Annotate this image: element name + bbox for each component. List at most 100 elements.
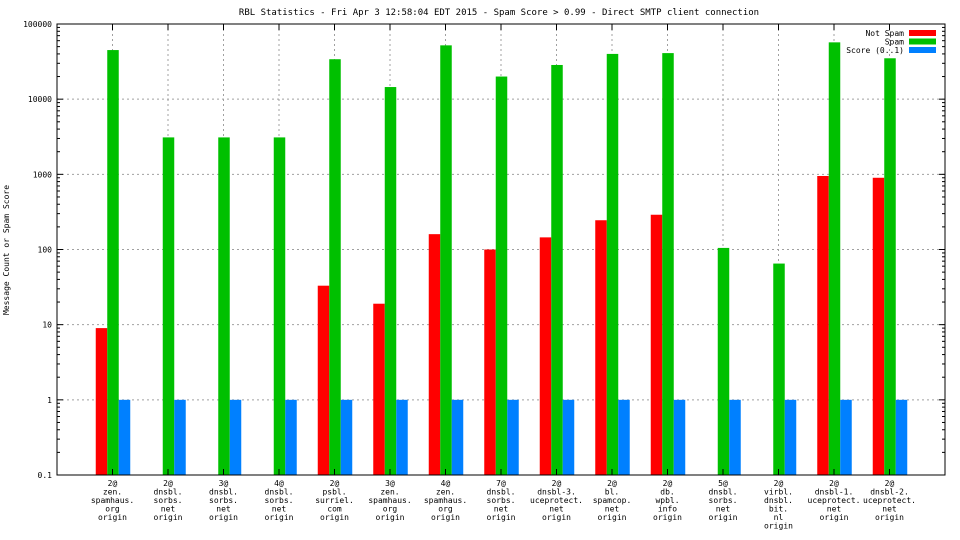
x-category-label: dnsbl-1. [815, 488, 854, 497]
x-category-label: net [716, 505, 731, 514]
x-category-label: com [327, 505, 342, 514]
bar-score-0-1 [895, 399, 908, 475]
x-category-label: net [216, 505, 231, 514]
x-category-label: 2@ [330, 479, 340, 488]
bar-not-spam [95, 328, 108, 475]
legend-label: Not Spam [865, 29, 904, 38]
bar-score-0-1 [340, 399, 353, 475]
x-category-label: 2@ [607, 479, 617, 488]
bar-spam [662, 53, 674, 476]
y-tick-label: 1 [47, 396, 52, 405]
x-category-label: bit. [769, 505, 788, 514]
bar-score-0-1 [784, 399, 797, 475]
bar-score-0-1 [118, 399, 131, 475]
x-category-label: net [882, 505, 897, 514]
bar-spam [606, 53, 619, 475]
y-tick-label: 1000 [33, 170, 52, 179]
x-category-label: zen. [380, 488, 399, 497]
x-category-label: origin [542, 513, 571, 522]
bar-not-spam [539, 237, 552, 475]
x-category-label: dnsbl. [154, 488, 183, 497]
x-category-label: origin [320, 513, 349, 522]
x-category-label: 3@ [219, 479, 229, 488]
bar-spam [551, 64, 563, 476]
x-category-label: 2@ [885, 479, 895, 488]
x-category-label: origin [431, 513, 460, 522]
x-category-label: net [605, 505, 620, 514]
y-tick-label: 0.1 [38, 471, 53, 480]
y-axis-label: Message Count or Spam Score [2, 185, 11, 315]
bar-score-0-1 [174, 399, 186, 475]
bar-not-spam [428, 234, 441, 475]
x-category-label: net [494, 505, 509, 514]
x-category-label: origin [709, 513, 738, 522]
bar-spam [107, 50, 119, 475]
bar-score-0-1 [673, 399, 686, 475]
x-category-label: zen. [103, 488, 122, 497]
x-category-label: spamcop. [593, 496, 632, 505]
bar-score-0-1 [507, 399, 519, 475]
x-category-label: net [827, 505, 842, 514]
bar-not-spam [373, 303, 385, 475]
bar-score-0-1 [729, 399, 741, 475]
x-category-label: dnsbl-2. [870, 488, 909, 497]
x-category-label: nl [774, 513, 784, 522]
y-tick-label: 10000 [28, 95, 52, 104]
bars [95, 42, 908, 476]
x-category-label: spamhaus. [368, 496, 411, 505]
x-category-label: dnsbl. [487, 488, 516, 497]
x-category-label: origin [598, 513, 627, 522]
y-axis-ticks: 0.1 1 10 100 1000 10000 100000 [23, 20, 945, 480]
bar-spam [884, 58, 896, 476]
x-category-label: origin [209, 513, 238, 522]
x-category-label: uceprotect. [808, 496, 861, 505]
y-tick-label: 100 [38, 246, 53, 255]
x-category-label: wpbl. [655, 496, 679, 505]
x-category-label: db. [660, 488, 674, 497]
bar-spam [440, 45, 452, 476]
x-category-label: sorbs. [709, 496, 738, 505]
x-category-label: dnsbl. [709, 488, 738, 497]
x-category-label: origin [487, 513, 516, 522]
chart-title: RBL Statistics - Fri Apr 3 12:58:04 EDT … [239, 8, 759, 18]
x-category-label: 2@ [829, 479, 839, 488]
x-category-label: origin [98, 513, 127, 522]
x-category-label: 2@ [163, 479, 173, 488]
legend-swatch [909, 30, 936, 36]
x-category-label: 4@ [441, 479, 451, 488]
x-category-label: 2@ [663, 479, 673, 488]
x-category-label: zen. [436, 488, 455, 497]
x-category-label: dnsbl. [265, 488, 294, 497]
bar-score-0-1 [562, 399, 575, 475]
x-category-label: sorbs. [265, 496, 294, 505]
bar-spam [828, 42, 841, 476]
x-category-label: org [105, 505, 120, 514]
legend-swatch [909, 47, 936, 53]
bar-score-0-1 [618, 399, 630, 475]
x-category-label: sorbs. [209, 496, 238, 505]
bar-not-spam [595, 220, 607, 475]
x-category-label: org [438, 505, 453, 514]
x-axis-categories: 2@zen.spamhaus.orgorigin2@dnsbl.sorbs.ne… [91, 479, 916, 531]
bar-score-0-1 [396, 399, 408, 475]
legend-label: Spam [885, 38, 904, 47]
bar-not-spam [872, 177, 885, 475]
bar-score-0-1 [840, 399, 852, 475]
bar-score-0-1 [285, 399, 297, 475]
bar-spam [717, 247, 730, 475]
bar-spam [329, 59, 341, 476]
x-category-label: 2@ [552, 479, 562, 488]
x-category-label: sorbs. [154, 496, 183, 505]
x-category-label: info [658, 505, 677, 514]
x-category-label: psbl. [322, 488, 346, 497]
legend-swatch [909, 38, 936, 45]
x-category-label: 3@ [385, 479, 395, 488]
x-category-label: 7@ [496, 479, 506, 488]
bar-score-0-1 [451, 399, 464, 475]
x-category-label: 2@ [774, 479, 784, 488]
x-category-label: dnsbl. [764, 496, 793, 505]
x-category-label: net [272, 505, 287, 514]
legend-label: Score (0..1) [846, 46, 904, 55]
